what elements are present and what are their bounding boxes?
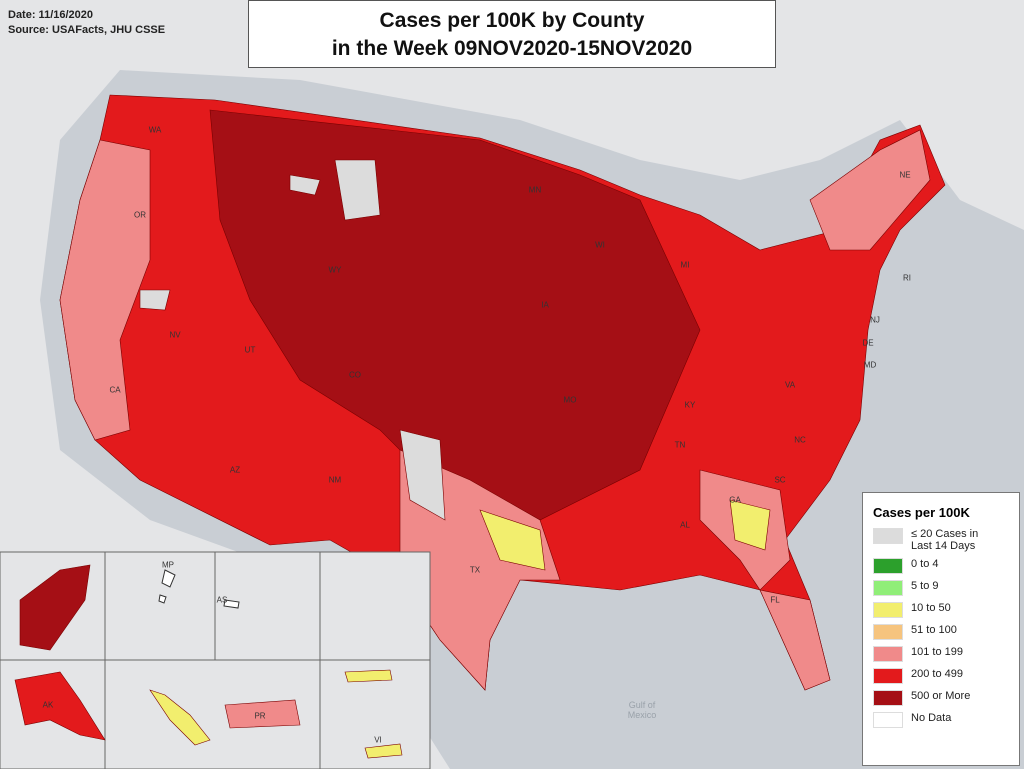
legend-swatch	[873, 602, 903, 618]
inset-dividers	[0, 552, 430, 769]
legend-item: 200 to 499	[873, 668, 1011, 684]
region	[729, 499, 771, 551]
legend-label: 10 to 50	[911, 602, 951, 614]
region-label: RI	[903, 273, 911, 283]
legend-swatch	[873, 712, 903, 728]
legend-swatch	[873, 668, 903, 684]
legend-item: ≤ 20 Cases in Last 14 Days	[873, 528, 1011, 552]
region-label: NE	[899, 170, 911, 180]
region-label: NV	[169, 330, 181, 340]
title-line: in the Week 09NOV2020-15NOV2020	[331, 37, 693, 60]
legend-item: 0 to 4	[873, 558, 1011, 574]
legend-title: Cases per 100K	[873, 505, 970, 520]
region	[479, 509, 546, 571]
region-label: MI	[680, 260, 690, 270]
region-label: AK	[42, 700, 54, 710]
legend-swatch	[873, 528, 903, 544]
region-label: MO	[563, 395, 577, 405]
region-label: PR	[254, 711, 266, 721]
legend-label: 101 to 199	[911, 646, 963, 658]
legend-swatch	[873, 624, 903, 640]
legend-swatch	[873, 690, 903, 706]
water-label: Gulf of Mexico	[627, 700, 657, 720]
region	[59, 139, 151, 441]
inset-shape	[224, 699, 301, 729]
region-label: NJ	[870, 315, 880, 325]
region	[139, 159, 446, 521]
date: Date: 11/16/2020	[8, 9, 94, 21]
region-label: AZ	[229, 465, 241, 475]
region-label: FL	[770, 595, 780, 605]
region-label: IA	[541, 300, 549, 310]
region-label: VA	[784, 380, 796, 390]
header: Date: 11/16/2020 Source: USAFacts, JHU C…	[8, 8, 165, 38]
legend-swatch	[873, 646, 903, 662]
legend-label: ≤ 20 Cases in Last 14 Days	[911, 528, 979, 552]
inset-shape	[14, 671, 106, 741]
legend-item: 500 or More	[873, 690, 1011, 706]
region-label: AL	[680, 520, 690, 530]
legend-swatch	[873, 558, 903, 574]
legend-item: No Data	[873, 712, 1011, 728]
region	[809, 129, 931, 251]
region-label: VI	[374, 735, 382, 745]
region-label: NC	[794, 435, 806, 445]
region-label: TN	[674, 440, 686, 450]
region-label: OR	[134, 210, 146, 220]
region-label: WY	[328, 265, 342, 275]
title-box: Cases per 100K by County in the Week 09N…	[248, 0, 776, 68]
legend-label: 5 to 9	[911, 580, 939, 592]
legend-label: No Data	[911, 712, 952, 724]
region-label: KY	[684, 400, 696, 410]
region-label: NM	[328, 475, 342, 485]
source: Source: USAFacts, JHU CSSE	[8, 24, 166, 36]
legend-swatch	[873, 580, 903, 596]
legend-label: 0 to 4	[911, 558, 939, 570]
legend-label: 500 or More	[911, 690, 971, 702]
region-label: MD	[863, 360, 877, 370]
title-line: Cases per 100K by County	[379, 9, 645, 32]
legend-item: 10 to 50	[873, 602, 1011, 618]
region-label: TX	[469, 565, 481, 575]
region-label: CO	[349, 370, 361, 380]
region	[759, 589, 831, 691]
region-label: AS	[216, 595, 228, 605]
region-label: MP	[162, 560, 174, 570]
region-label: MN	[528, 185, 542, 195]
legend-item: 51 to 100	[873, 624, 1011, 640]
inset-shape	[19, 564, 91, 651]
region-label: DE	[862, 338, 874, 348]
region-label: WA	[148, 125, 162, 135]
legend-label: 51 to 100	[911, 624, 957, 636]
legend-label: 200 to 499	[911, 668, 963, 680]
legend-item: 5 to 9	[873, 580, 1011, 596]
inset-island	[158, 569, 240, 609]
region-label: GA	[729, 495, 741, 505]
inset-shape	[149, 689, 211, 746]
legend: Cases per 100K ≤ 20 Cases in Last 14 Day…	[862, 492, 1020, 766]
region-label: SC	[774, 475, 786, 485]
region-label: CA	[109, 385, 121, 395]
inset-shape	[344, 669, 403, 759]
region-label: WI	[595, 240, 605, 250]
legend-item: 101 to 199	[873, 646, 1011, 662]
region-label: UT	[244, 345, 256, 355]
